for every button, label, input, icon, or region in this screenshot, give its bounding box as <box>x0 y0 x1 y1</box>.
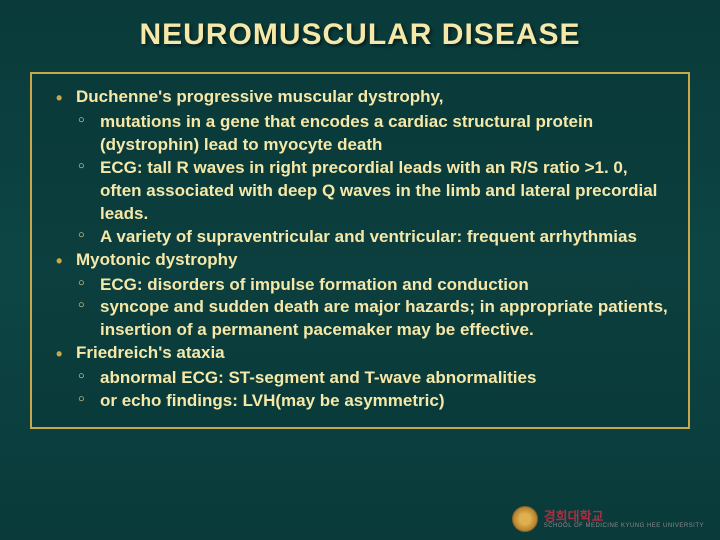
slide-title: NEUROMUSCULAR DISEASE <box>0 0 720 64</box>
logo-text: 경희대학교 SCHOOL OF MEDICINE KYUNG HEE UNIVE… <box>544 510 704 529</box>
sub-item: A variety of supraventricular and ventri… <box>76 226 670 249</box>
topic-item: Duchenne's progressive muscular dystroph… <box>50 86 670 249</box>
university-crest-icon <box>512 506 538 532</box>
sub-item: ECG: tall R waves in right precordial le… <box>76 157 670 226</box>
logo-sub: SCHOOL OF MEDICINE KYUNG HEE UNIVERSITY <box>544 523 704 529</box>
content-box: Duchenne's progressive muscular dystroph… <box>30 72 690 429</box>
sub-item: or echo findings: LVH(may be asymmetric) <box>76 390 670 413</box>
sub-item: syncope and sudden death are major hazar… <box>76 296 670 342</box>
logo-name: 경희대학교 <box>544 510 704 523</box>
sub-item: abnormal ECG: ST-segment and T-wave abno… <box>76 367 670 390</box>
topic-label: Duchenne's progressive muscular dystroph… <box>76 86 670 109</box>
topic-label: Friedreich's ataxia <box>76 342 670 365</box>
sub-item: mutations in a gene that encodes a cardi… <box>76 111 670 157</box>
sub-list: ECG: disorders of impulse formation and … <box>76 274 670 343</box>
topic-label: Myotonic dystrophy <box>76 249 670 272</box>
topic-item: Myotonic dystrophy ECG: disorders of imp… <box>50 249 670 343</box>
topic-item: Friedreich's ataxia abnormal ECG: ST-seg… <box>50 342 670 413</box>
sub-list: mutations in a gene that encodes a cardi… <box>76 111 670 249</box>
logo: 경희대학교 SCHOOL OF MEDICINE KYUNG HEE UNIVE… <box>512 506 704 532</box>
sub-list: abnormal ECG: ST-segment and T-wave abno… <box>76 367 670 413</box>
sub-item: ECG: disorders of impulse formation and … <box>76 274 670 297</box>
topic-list: Duchenne's progressive muscular dystroph… <box>50 86 670 413</box>
